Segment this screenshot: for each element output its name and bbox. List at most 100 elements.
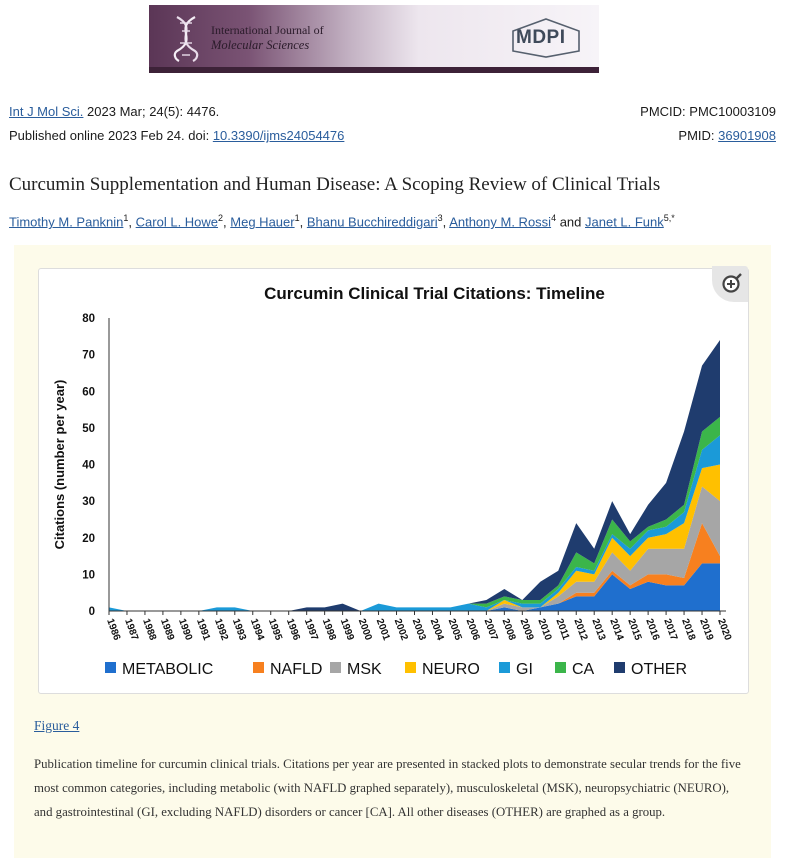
journal-name-line1: International Journal of	[211, 23, 324, 37]
legend-swatch-msk	[330, 662, 341, 673]
author-separator: ,	[128, 214, 136, 230]
x-tick-label: 1997	[302, 617, 320, 642]
legend-label-gi: GI	[516, 661, 533, 678]
x-tick-label: 2004	[428, 617, 446, 642]
legend-label-neuro: NEURO	[422, 661, 480, 678]
x-tick-label: 2002	[392, 617, 410, 642]
author-link[interactable]: Bhanu Bucchireddigari	[306, 214, 438, 230]
x-tick-label: 2014	[607, 617, 625, 642]
x-tick-label: 2005	[446, 617, 464, 642]
pmid-label: PMID:	[678, 128, 719, 143]
author-affiliation-marker: 4	[551, 213, 557, 223]
figure-link[interactable]: Figure 4	[34, 718, 80, 733]
x-tick-label: 2019	[697, 617, 715, 642]
x-tick-label: 2009	[518, 617, 536, 642]
y-tick-label: 30	[82, 496, 95, 508]
x-tick-label: 1987	[122, 617, 140, 642]
pmid-link[interactable]: 36901908	[718, 128, 776, 143]
y-axis-label: Citations (number per year)	[52, 380, 67, 550]
author-affiliation-marker: 5,*	[663, 213, 675, 223]
zoom-figure-button[interactable]	[712, 266, 748, 302]
author-link[interactable]: Anthony M. Rossi	[449, 214, 552, 230]
author-link[interactable]: Meg Hauer	[230, 214, 295, 230]
x-tick-label: 2007	[482, 617, 500, 642]
x-tick-label: 2010	[535, 617, 553, 642]
journal-link[interactable]: Int J Mol Sci.	[9, 104, 84, 119]
x-tick-label: 1989	[158, 617, 176, 642]
y-tick-label: 20	[82, 533, 95, 545]
figure-image-card[interactable]: Curcumin Clinical Trial Citations: Timel…	[38, 268, 749, 694]
x-tick-label: 2016	[643, 617, 661, 642]
x-tick-label: 2017	[661, 617, 679, 642]
y-tick-label: 70	[82, 350, 95, 362]
x-tick-label: 1991	[194, 617, 212, 642]
journal-banner: International Journal of Molecular Scien…	[149, 5, 599, 73]
mdpi-logo-icon	[512, 18, 580, 58]
citations-timeline-chart: Curcumin Clinical Trial Citations: Timel…	[52, 284, 733, 678]
author-separator: and	[556, 214, 585, 230]
published-online-text: Published online 2023 Feb 24. doi:	[9, 128, 213, 143]
x-tick-label: 2008	[500, 617, 518, 642]
legend-swatch-neuro	[405, 662, 416, 673]
x-tick-label: 1986	[104, 617, 122, 642]
x-tick-label: 1990	[176, 617, 194, 642]
author-affiliation-marker: 1	[123, 213, 129, 223]
author-separator: ,	[442, 214, 450, 230]
x-tick-label: 1995	[266, 617, 284, 642]
x-tick-label: 2000	[356, 617, 374, 642]
x-tick-label: 2011	[553, 617, 571, 642]
x-tick-label: 2020	[715, 617, 733, 642]
figure-caption: Publication timeline for curcumin clinic…	[34, 757, 741, 819]
dna-helix-icon	[173, 16, 199, 62]
author-affiliation-marker: 1	[294, 213, 300, 223]
magnify-plus-icon	[722, 273, 742, 293]
author-link[interactable]: Janet L. Funk	[585, 214, 664, 230]
series-area-metabolic	[109, 563, 720, 611]
legend-swatch-ca	[555, 662, 566, 673]
x-tick-label: 2001	[374, 617, 392, 642]
legend-swatch-metabolic	[105, 662, 116, 673]
y-tick-label: 40	[82, 460, 95, 472]
author-list: Timothy M. Panknin1, Carol L. Howe2, Meg…	[9, 213, 675, 229]
chart-title: Curcumin Clinical Trial Citations: Timel…	[264, 284, 605, 303]
legend-swatch-other	[614, 662, 625, 673]
x-tick-label: 2015	[625, 617, 643, 642]
x-tick-label: 2006	[464, 617, 482, 642]
x-tick-label: 1996	[284, 617, 302, 642]
pmid-line: PMID: 36901908	[678, 128, 776, 143]
citation-line-1: Int J Mol Sci. 2023 Mar; 24(5): 4476.	[9, 104, 219, 119]
author-link[interactable]: Carol L. Howe	[135, 214, 219, 230]
journal-name: International Journal of Molecular Scien…	[211, 23, 324, 53]
author-affiliation-marker: 2	[218, 213, 224, 223]
journal-name-line2: Molecular Sciences	[211, 38, 310, 52]
y-tick-label: 0	[89, 606, 95, 618]
pmcid-text: PMCID: PMC10003109	[640, 104, 776, 119]
doi-link[interactable]: 10.3390/ijms24054476	[212, 128, 345, 143]
legend-label-msk: MSK	[347, 661, 382, 678]
article-title: Curcumin Supplementation and Human Disea…	[9, 174, 661, 195]
x-tick-label: 1993	[230, 617, 248, 642]
legend-swatch-gi	[499, 662, 510, 673]
citation-line-2: Published online 2023 Feb 24. doi: 10.33…	[9, 128, 344, 143]
legend-label-nafld: NAFLD	[270, 661, 322, 678]
publisher-name: MDPI	[516, 27, 566, 48]
author-separator: ,	[299, 214, 307, 230]
legend-swatch-nafld	[253, 662, 264, 673]
x-tick-label: 2013	[589, 617, 607, 642]
x-tick-label: 1988	[140, 617, 158, 642]
y-tick-label: 50	[82, 423, 95, 435]
x-tick-label: 2018	[679, 617, 697, 642]
legend-label-other: OTHER	[631, 661, 687, 678]
legend-label-ca: CA	[572, 661, 595, 678]
x-tick-label: 1992	[212, 617, 230, 642]
author-link[interactable]: Timothy M. Panknin	[9, 214, 124, 230]
x-tick-label: 2003	[410, 617, 428, 642]
x-tick-label: 1994	[248, 617, 266, 642]
x-tick-label: 2012	[571, 617, 589, 642]
author-separator: ,	[223, 214, 231, 230]
citation-volume: 2023 Mar; 24(5): 4476.	[87, 104, 220, 119]
y-tick-label: 80	[82, 313, 95, 325]
x-tick-label: 1998	[320, 617, 338, 642]
y-tick-label: 10	[82, 569, 95, 581]
x-tick-label: 1999	[338, 617, 356, 642]
